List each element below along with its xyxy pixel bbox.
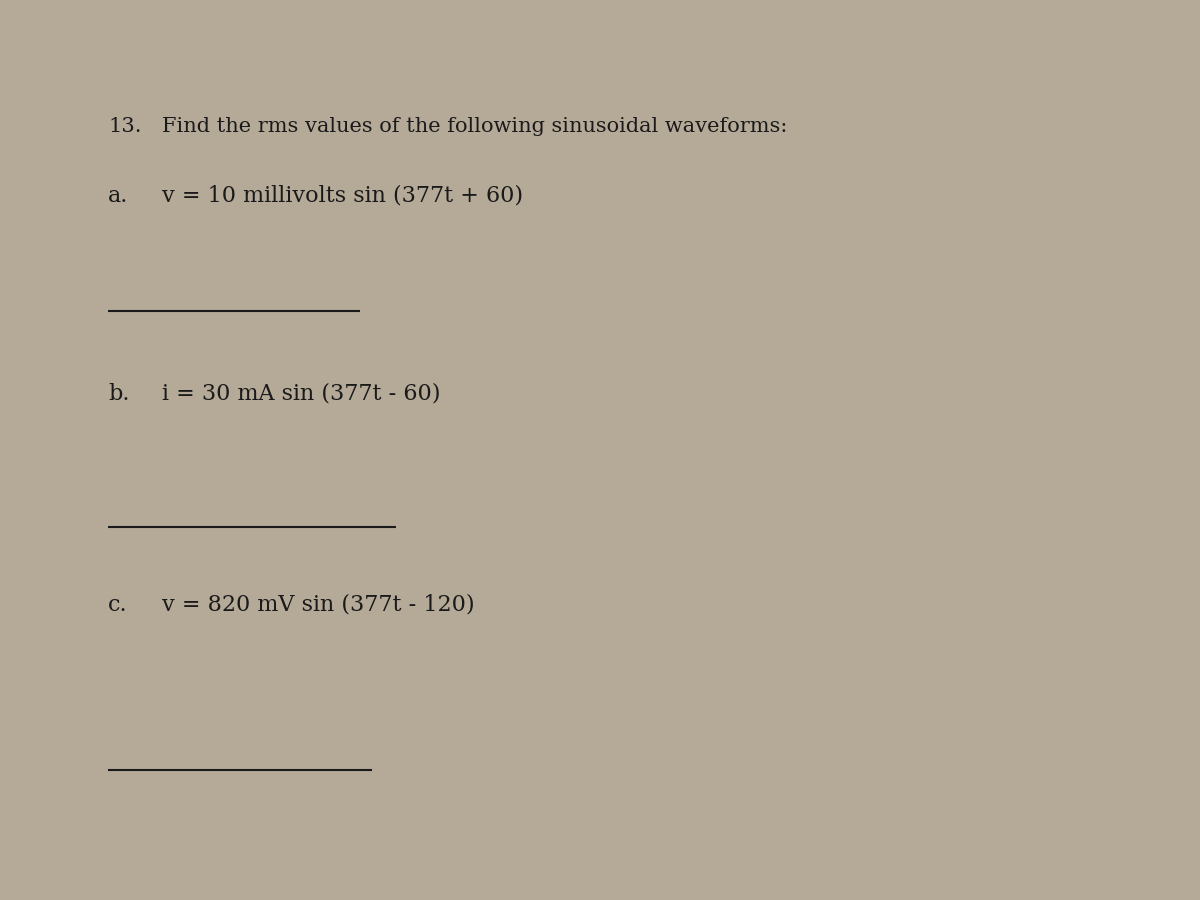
Text: v = 10 millivolts sin (377t + 60): v = 10 millivolts sin (377t + 60)	[162, 184, 523, 206]
Text: c.: c.	[108, 594, 127, 616]
Text: v = 820 mV sin (377t - 120): v = 820 mV sin (377t - 120)	[162, 594, 475, 616]
Text: Find the rms values of the following sinusoidal waveforms:: Find the rms values of the following sin…	[162, 117, 787, 136]
Text: i = 30 mA sin (377t - 60): i = 30 mA sin (377t - 60)	[162, 382, 440, 404]
Text: 13.: 13.	[108, 117, 142, 136]
Text: b.: b.	[108, 382, 130, 404]
Text: a.: a.	[108, 184, 128, 206]
